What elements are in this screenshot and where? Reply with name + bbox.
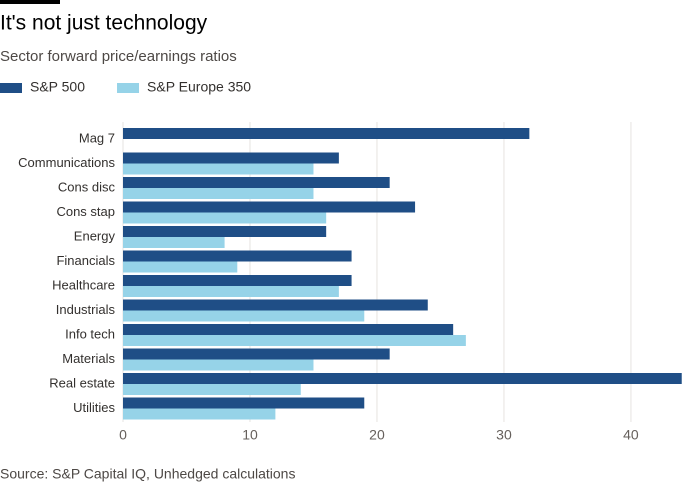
- bar: [123, 163, 314, 175]
- y-tick-label: Real estate: [49, 375, 115, 390]
- source: Source: S&P Capital IQ, Unhedged calcula…: [0, 466, 295, 482]
- bar: [123, 359, 314, 371]
- x-tick-label: 30: [496, 427, 512, 443]
- bar: [123, 250, 352, 262]
- bar: [123, 226, 327, 237]
- bar: [123, 128, 530, 139]
- bar: [123, 188, 314, 199]
- bar: [123, 335, 466, 346]
- legend-label: S&P 500: [30, 79, 85, 95]
- bar: [123, 348, 390, 360]
- legend-swatch: [117, 83, 140, 93]
- bar: [123, 275, 352, 286]
- y-tick-label: Utilities: [73, 400, 115, 415]
- bar: [123, 299, 428, 311]
- chart-title: It's not just technology: [0, 12, 208, 35]
- x-tick-label: 40: [623, 427, 639, 443]
- bar: [123, 397, 365, 409]
- legend-swatch: [0, 83, 22, 93]
- bar: [123, 237, 225, 248]
- y-tick-label: Cons stap: [56, 204, 115, 219]
- bar: [123, 384, 301, 395]
- y-tick-label: Materials: [62, 351, 115, 366]
- bar: [123, 408, 276, 420]
- bar: [123, 324, 454, 335]
- legend-label: S&P Europe 350: [147, 79, 251, 95]
- y-tick-label: Industrials: [56, 302, 116, 317]
- bar: [123, 201, 416, 213]
- y-tick-label: Communications: [18, 155, 115, 170]
- x-tick-label: 20: [369, 427, 385, 443]
- y-tick-label: Mag 7: [79, 130, 115, 145]
- bar: [123, 286, 339, 297]
- y-tick-label: Healthcare: [52, 277, 115, 292]
- bar: [123, 177, 390, 188]
- bar: [123, 261, 238, 273]
- bar: [123, 310, 365, 322]
- bar: [123, 212, 327, 224]
- bar: [123, 373, 682, 384]
- y-tick-label: Cons disc: [58, 179, 116, 194]
- chart-subtitle: Sector forward price/earnings ratios: [0, 48, 237, 65]
- x-tick-label: 0: [119, 427, 127, 443]
- bar: [123, 152, 339, 164]
- y-tick-label: Energy: [74, 228, 116, 243]
- title-rule: [0, 0, 60, 4]
- y-tick-label: Info tech: [65, 326, 115, 341]
- y-tick-label: Financials: [56, 253, 115, 268]
- x-tick-label: 10: [242, 427, 258, 443]
